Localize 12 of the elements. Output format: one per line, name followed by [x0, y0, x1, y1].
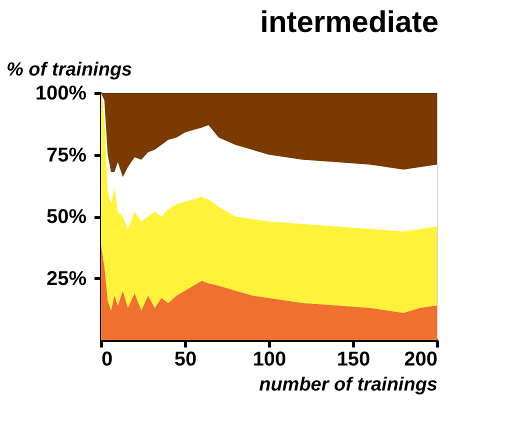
chart-title: intermediate [260, 6, 438, 39]
x-tick-label: 50 [174, 348, 197, 370]
y-tick-label: 75% [46, 144, 87, 166]
y-tick-label: 100% [35, 82, 87, 104]
x-tick-label: 150 [336, 348, 370, 370]
x-tick-label: 100 [252, 348, 286, 370]
y-axis-title: % of trainings [6, 60, 132, 80]
y-tick-label: 25% [46, 268, 87, 290]
y-tick-label: 50% [46, 206, 87, 228]
x-tick-label: 0 [102, 348, 113, 370]
x-axis-title: number of trainings [259, 374, 438, 396]
x-tick-label: 200 [404, 348, 438, 370]
